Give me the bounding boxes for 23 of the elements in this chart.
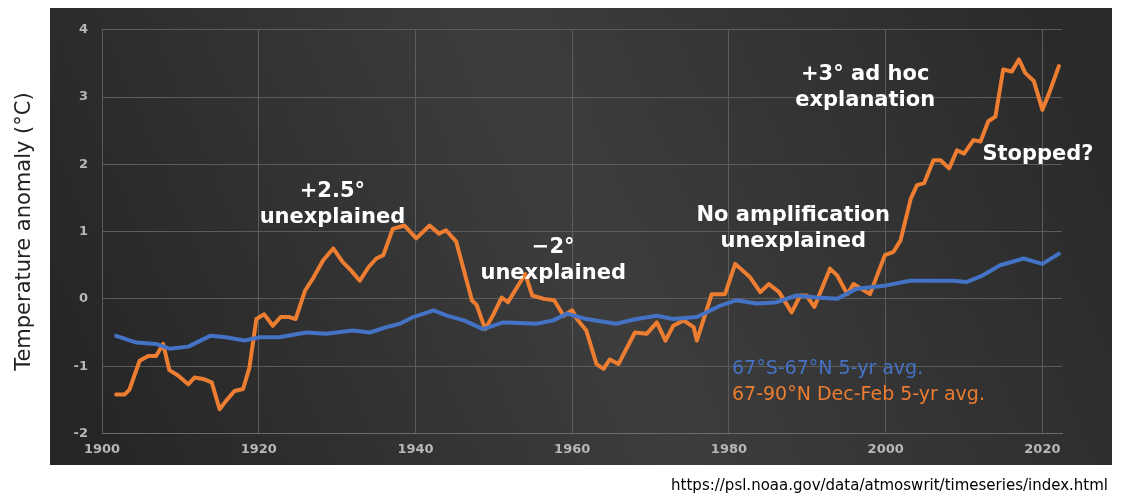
y-tick-label: -1 bbox=[73, 357, 88, 373]
x-tick-label: 1920 bbox=[240, 440, 277, 456]
x-tick-label: 1900 bbox=[83, 440, 121, 456]
x-tick-label: 2000 bbox=[867, 440, 904, 456]
y-tick-label: 3 bbox=[78, 88, 88, 104]
annotation: +2.5° unexplained bbox=[259, 177, 406, 228]
annotation: −2° unexplained bbox=[480, 234, 626, 285]
y-tick-label: 2 bbox=[78, 155, 88, 171]
text: 67-90°N Dec-Feb 5-yr avg. bbox=[732, 382, 985, 405]
x-tick-label: 1980 bbox=[710, 440, 748, 456]
x-tick-label: 1940 bbox=[397, 440, 434, 456]
text: https://psl.noaa.gov/data/atmoswrit/timeseries/index.html bbox=[671, 475, 1108, 494]
y-tick-label: 0 bbox=[78, 290, 88, 306]
y-tick-label: 1 bbox=[78, 222, 88, 238]
y-tick-label: -2 bbox=[73, 424, 88, 440]
annotation: No amplification unexplained bbox=[696, 201, 890, 252]
annotation: Stopped? bbox=[982, 141, 1094, 166]
text: 67°S-67°N 5-yr avg. bbox=[732, 356, 924, 379]
y-axis-title: Temperature anomaly (°C) bbox=[11, 92, 36, 372]
annotation: +3° ad hoc explanation bbox=[795, 60, 936, 111]
x-tick-label: 1960 bbox=[554, 440, 591, 456]
y-tick-label: 4 bbox=[78, 21, 88, 37]
x-tick-label: 2020 bbox=[1024, 440, 1061, 456]
